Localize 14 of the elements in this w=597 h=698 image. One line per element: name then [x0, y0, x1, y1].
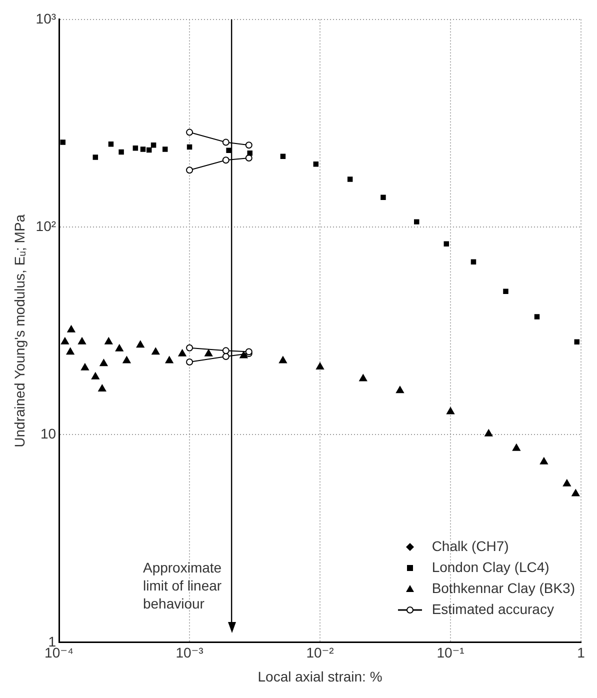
ref-line-label: Approximate limit of linear behaviour: [142, 559, 222, 612]
y-tick-label: 10³: [36, 10, 56, 26]
x-tick-label: 10⁻³: [176, 644, 204, 661]
legend-label: Chalk (CH7): [432, 537, 509, 556]
legend-label: Estimated accuracy: [432, 600, 554, 619]
x-axis-title: Local axial strain: %: [258, 668, 382, 684]
x-tick-label: 1: [577, 644, 586, 661]
y-tick-label: 10: [40, 426, 56, 442]
y-axis-title: Undrained Young's modulus, Eᵤ; MPa: [11, 214, 28, 448]
x-tick-label: 10⁻¹: [436, 644, 465, 661]
x-tick-label: 10⁻²: [306, 644, 334, 661]
legend-label: Bothkennar Clay (BK3): [432, 579, 575, 598]
y-tick-label: 10²: [36, 218, 56, 234]
legend-label: London Clay (LC4): [432, 558, 550, 577]
